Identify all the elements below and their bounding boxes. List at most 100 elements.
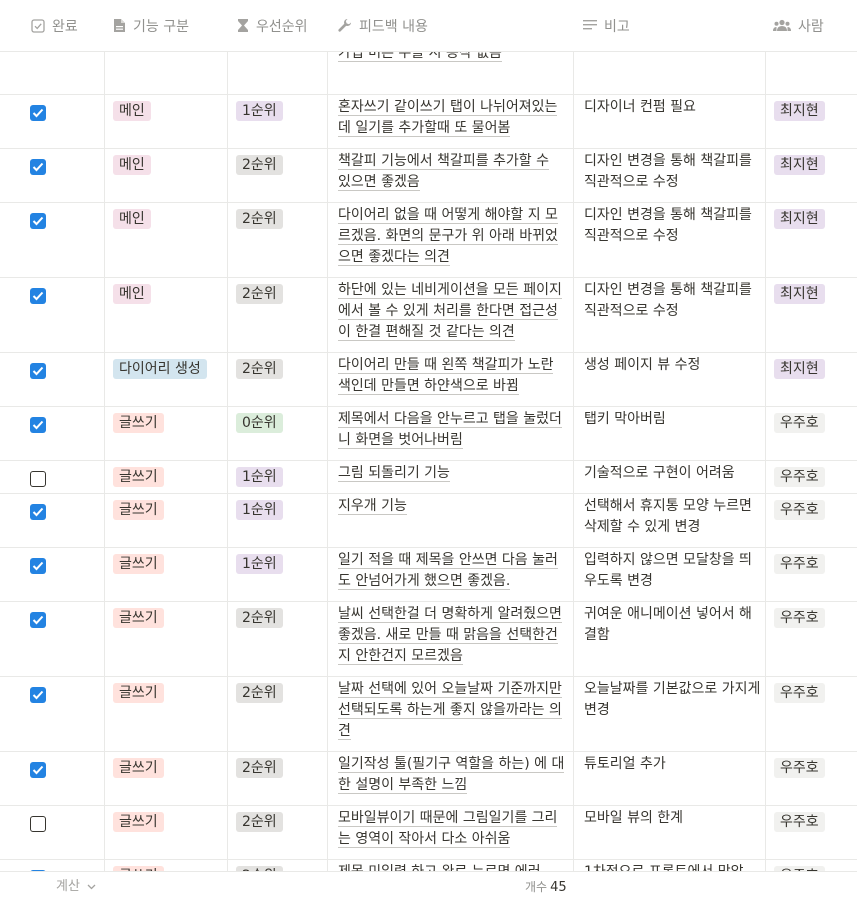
feedback-cell[interactable]: 날짜 선택에 있어 오늘날짜 기준까지만 선택되도록 하는게 좋지 않을까라는 …	[338, 679, 566, 742]
priority-tag[interactable]: 2순위	[236, 812, 283, 832]
feature-tag[interactable]: 글쓰기	[113, 467, 164, 487]
priority-tag[interactable]: 1순위	[236, 467, 283, 487]
table-row[interactable]: 메인 2순위 다이어리 없을 때 어떻게 해야할 지 모르겠음. 화면의 문구가 위…	[0, 203, 857, 278]
feature-tag[interactable]: 메인	[113, 284, 151, 304]
table-row[interactable]: 글쓰기 2순위 날씨 선택한걸 더 명확하게 알려줬으면 좋겠음. 새로 만들 때 …	[0, 602, 857, 677]
feedback-cell[interactable]: 지우개 기능	[338, 496, 566, 517]
checkbox-checked[interactable]	[30, 213, 46, 229]
calculate-button[interactable]: 계산	[56, 872, 96, 902]
table-row[interactable]: 글쓰기 2순위 날짜 선택에 있어 오늘날짜 기준까지만 선택되도록 하는게 좋지 …	[0, 677, 857, 752]
feature-tag[interactable]: 글쓰기	[113, 758, 164, 778]
priority-tag[interactable]: 1순위	[236, 101, 283, 121]
person-tag[interactable]: 우주호	[774, 608, 825, 628]
note-cell[interactable]: 모바일 뷰의 한계	[584, 810, 684, 826]
checkbox-checked[interactable]	[30, 105, 46, 121]
column-header-feedback[interactable]: 피드백 내용	[337, 0, 428, 51]
column-header-done[interactable]: 완료	[31, 0, 78, 51]
feature-tag[interactable]: 글쓰기	[113, 812, 164, 832]
table-row[interactable]: 다이어리 생성 2순위 다이어리 만들 때 왼쪽 책갈피가 노란색인데 만들면 하얀…	[0, 353, 857, 407]
note-cell[interactable]: 탭키 막아버림	[584, 411, 666, 427]
feedback-cell[interactable]: 일기 적을 때 제목을 안쓰면 다음 눌러도 안넘어가게 했으면 좋겠음.	[338, 550, 566, 592]
person-tag[interactable]: 우주호	[774, 812, 825, 832]
table-row[interactable]: 메인 2순위 하단에 있는 네비게이션을 모든 페이지에서 볼 수 있게 처리를 한…	[0, 278, 857, 353]
note-cell[interactable]: 생성 페이지 뷰 수정	[584, 357, 701, 373]
column-header-feature[interactable]: 기능 구분	[113, 0, 189, 51]
table-row[interactable]: 글쓰기 2순위 제목 미입력 하고 완료 누르면 에러 1차적으로 프론트에서 막았 우…	[0, 860, 857, 871]
feature-tag[interactable]: 글쓰기	[113, 866, 164, 871]
table-row[interactable]: 글쓰기 0순위 제목에서 다음을 안누르고 탭을 눌렀더니 화면을 벗어나버림 탭키 …	[0, 407, 857, 461]
note-cell[interactable]: 디자인 변경을 통해 책갈피를 직관적으로 수정	[584, 207, 752, 244]
priority-tag[interactable]: 0순위	[236, 413, 283, 433]
table-row[interactable]: 글쓰기 1순위 일기 적을 때 제목을 안쓰면 다음 눌러도 안넘어가게 했으면 좋…	[0, 548, 857, 602]
table-row[interactable]: 글쓰기 1순위 그림 되돌리기 기능 기술적으로 구현이 어려움 우주호	[0, 461, 857, 494]
priority-tag[interactable]: 2순위	[236, 359, 283, 379]
note-cell[interactable]: 오늘날짜를 기본값으로 가지게 변경	[584, 681, 761, 718]
feedback-cell[interactable]: 다이어리 만들 때 왼쪽 책갈피가 노란색인데 만들면 하얀색으로 바뀜	[338, 355, 566, 397]
checkbox-checked[interactable]	[30, 363, 46, 379]
checkbox-checked[interactable]	[30, 288, 46, 304]
feature-tag[interactable]: 메인	[113, 209, 151, 229]
person-tag[interactable]: 우주호	[774, 683, 825, 703]
feedback-cell[interactable]: 혼자쓰기 같이쓰기 탭이 나뉘어져있는데 일기를 추가할때 또 물어봄	[338, 97, 566, 139]
feedback-cell[interactable]: 날씨 선택한걸 더 명확하게 알려줬으면 좋겠음. 새로 만들 때 맑음을 선택…	[338, 604, 566, 667]
person-tag[interactable]: 우주호	[774, 866, 825, 871]
table-row[interactable]: 메인 2순위 책갈피 기능에서 책갈피를 추가할 수 있으면 좋겠음 디자인 변경을 …	[0, 149, 857, 203]
person-tag[interactable]: 우주호	[774, 758, 825, 778]
table-row[interactable]: 튼 누를 수 있음 → 프로필 꾸민 뒤 회원가입 버튼 누를 시 동작 없음	[0, 51, 857, 95]
person-tag[interactable]: 우주호	[774, 554, 825, 574]
feedback-cell[interactable]: 튼 누를 수 있음 → 프로필 꾸민 뒤 회원가입 버튼 누를 시 동작 없음	[338, 51, 566, 64]
feature-tag[interactable]: 메인	[113, 101, 151, 121]
checkbox-checked[interactable]	[30, 417, 46, 433]
note-cell[interactable]: 선택해서 휴지통 모양 누르면 삭제할 수 있게 변경	[584, 498, 752, 535]
note-cell[interactable]: 입력하지 않으면 모달창을 띄우도록 변경	[584, 552, 752, 589]
feedback-cell[interactable]: 제목에서 다음을 안누르고 탭을 눌렀더니 화면을 벗어나버림	[338, 409, 566, 451]
priority-tag[interactable]: 2순위	[236, 284, 283, 304]
priority-tag[interactable]: 2순위	[236, 683, 283, 703]
feature-tag[interactable]: 글쓰기	[113, 413, 164, 433]
feedback-cell[interactable]: 하단에 있는 네비게이션을 모든 페이지에서 볼 수 있게 처리를 한다면 접근…	[338, 280, 566, 343]
feedback-cell[interactable]: 일기작성 툴(필기구 역할을 하는) 에 대한 설명이 부족한 느낌	[338, 754, 566, 796]
priority-tag[interactable]: 2순위	[236, 209, 283, 229]
feedback-cell[interactable]: 그림 되돌리기 기능	[338, 463, 566, 484]
checkbox-checked[interactable]	[30, 762, 46, 778]
feature-tag[interactable]: 글쓰기	[113, 500, 164, 520]
priority-tag[interactable]: 2순위	[236, 608, 283, 628]
column-header-person[interactable]: 사람	[773, 0, 824, 51]
feature-tag[interactable]: 글쓰기	[113, 554, 164, 574]
column-header-note[interactable]: 비고	[583, 0, 630, 51]
person-tag[interactable]: 최지현	[774, 155, 825, 175]
priority-tag[interactable]: 2순위	[236, 155, 283, 175]
checkbox-checked[interactable]	[30, 687, 46, 703]
note-cell[interactable]: 기술적으로 구현이 어려움	[584, 465, 735, 481]
note-cell[interactable]: 디자인 변경을 통해 책갈피를 직관적으로 수정	[584, 153, 752, 190]
checkbox-checked[interactable]	[30, 612, 46, 628]
feedback-cell[interactable]: 다이어리 없을 때 어떻게 해야할 지 모르겠음. 화면의 문구가 위 아래 바…	[338, 205, 566, 268]
person-tag[interactable]: 최지현	[774, 284, 825, 304]
priority-tag[interactable]: 1순위	[236, 554, 283, 574]
checkbox-checked[interactable]	[30, 159, 46, 175]
priority-tag[interactable]: 2순위	[236, 866, 283, 871]
person-tag[interactable]: 최지현	[774, 101, 825, 121]
person-tag[interactable]: 우주호	[774, 500, 825, 520]
table-row[interactable]: 글쓰기 2순위 모바일뷰이기 때문에 그림일기를 그리는 영역이 작아서 다소 아쉬…	[0, 806, 857, 860]
feature-tag[interactable]: 글쓰기	[113, 608, 164, 628]
person-tag[interactable]: 최지현	[774, 209, 825, 229]
table-row[interactable]: 메인 1순위 혼자쓰기 같이쓰기 탭이 나뉘어져있는데 일기를 추가할때 또 물어봄…	[0, 95, 857, 149]
table-row[interactable]: 글쓰기 2순위 일기작성 툴(필기구 역할을 하는) 에 대한 설명이 부족한 느낌…	[0, 752, 857, 806]
priority-tag[interactable]: 2순위	[236, 758, 283, 778]
feature-tag[interactable]: 메인	[113, 155, 151, 175]
feedback-cell[interactable]: 모바일뷰이기 때문에 그림일기를 그리는 영역이 작아서 다소 아쉬움	[338, 808, 566, 850]
note-cell[interactable]: 귀여운 애니메이션 넣어서 해결함	[584, 606, 752, 643]
person-tag[interactable]: 우주호	[774, 413, 825, 433]
column-header-priority[interactable]: 우선순위	[237, 0, 308, 51]
note-cell[interactable]: 튜토리얼 추가	[584, 756, 666, 772]
feature-tag[interactable]: 다이어리 생성	[113, 359, 207, 379]
priority-tag[interactable]: 1순위	[236, 500, 283, 520]
feedback-cell[interactable]: 제목 미입력 하고 완료 누르면 에러	[338, 862, 566, 871]
note-cell[interactable]: 디자이너 컨펌 필요	[584, 99, 696, 115]
person-tag[interactable]: 우주호	[774, 467, 825, 487]
table-row[interactable]: 글쓰기 1순위 지우개 기능 선택해서 휴지통 모양 누르면 삭제할 수 있게 변경 우…	[0, 494, 857, 548]
checkbox-unchecked[interactable]	[30, 816, 46, 832]
note-cell[interactable]: 디자인 변경을 통해 책갈피를 직관적으로 수정	[584, 282, 752, 319]
checkbox-checked[interactable]	[30, 558, 46, 574]
